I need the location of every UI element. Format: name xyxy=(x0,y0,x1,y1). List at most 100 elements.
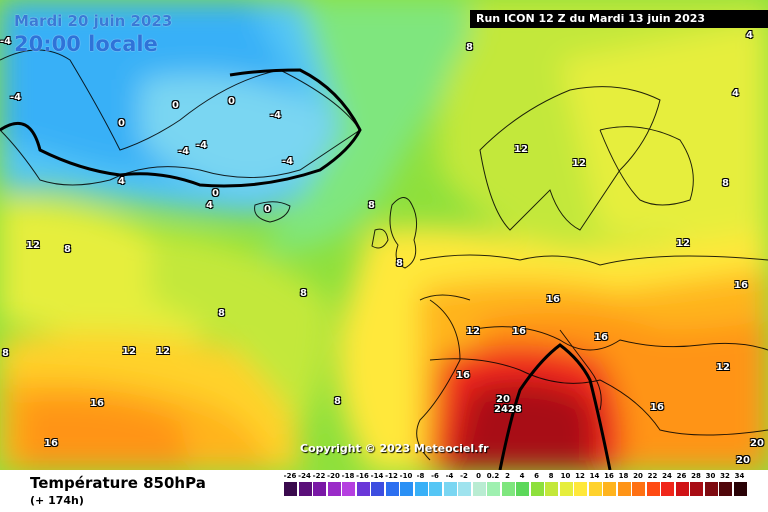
isotherm-label: 12 xyxy=(676,238,690,249)
forecast-lead-time: (+ 174h) xyxy=(30,494,84,507)
scale-swatch xyxy=(385,482,399,496)
isotherm-label: 16 xyxy=(456,370,470,381)
scale-swatch xyxy=(545,482,558,496)
isotherm-label: 0 xyxy=(212,188,219,199)
scale-tick-label: -6 xyxy=(431,472,439,480)
scale-swatch xyxy=(327,482,341,496)
scale-swatch xyxy=(356,482,370,496)
isotherm-label: 2428 xyxy=(494,404,522,415)
scale-swatch xyxy=(313,482,326,496)
scale-tick-label: -16 xyxy=(356,472,369,480)
isotherm-label: 12 xyxy=(572,158,586,169)
isotherm-lines xyxy=(0,68,612,470)
isotherm-label: -4 xyxy=(178,146,190,157)
isotherm-label: 0 xyxy=(264,204,271,215)
isotherm-label: -4 xyxy=(270,110,282,121)
forecast-date: Mardi 20 juin 2023 xyxy=(14,12,173,30)
isotherm-label: 20 xyxy=(736,455,750,466)
isotherm-label: 0 xyxy=(228,96,235,107)
forecast-local-time: 20:00 locale xyxy=(14,32,158,56)
model-run-label: Run ICON 12 Z du Mardi 13 juin 2023 xyxy=(470,10,768,28)
scale-tick-label: 30 xyxy=(705,472,716,480)
scale-tick-label: 10 xyxy=(560,472,571,480)
scale-tick-label: 0.2 xyxy=(486,472,500,480)
isotherm-label: 20 xyxy=(496,394,510,405)
isotherm-label: 4 xyxy=(206,200,213,211)
scale-swatch xyxy=(574,482,587,496)
isotherm-label: 4 xyxy=(746,30,753,41)
isotherm-label: 12 xyxy=(514,144,528,155)
isotherm-label: 4 xyxy=(118,176,125,187)
scale-tick-label: 22 xyxy=(647,472,658,480)
isotherm-label: -4 xyxy=(196,140,208,151)
parameter-title: Température 850hPa xyxy=(30,474,206,492)
isotherm-label: 16 xyxy=(734,280,748,291)
scale-tick-label: 8 xyxy=(548,472,554,480)
scale-tick-label: 0 xyxy=(476,472,481,480)
scale-tick-label: -12 xyxy=(385,472,398,480)
scale-tick-label: 34 xyxy=(734,472,745,480)
scale-tick-label: 16 xyxy=(604,472,614,480)
scale-tick-label: 6 xyxy=(534,472,539,480)
color-scale: -26 -24 -22 -20 -18 -16 -14 -12 -10 -8 -6 -4 -2 0 0.2 2… xyxy=(284,472,754,510)
map-canvas xyxy=(0,0,768,470)
scale-tick-label: -18 xyxy=(341,472,355,480)
isotherm-label: 8 xyxy=(64,244,71,255)
scale-swatch xyxy=(284,482,297,496)
scale-swatch xyxy=(617,482,631,496)
scale-tick-label: -26 xyxy=(283,472,297,480)
scale-swatch xyxy=(414,482,428,496)
scale-swatch xyxy=(690,482,703,496)
scale-swatch xyxy=(704,482,718,496)
isotherm-label: 0 xyxy=(118,118,125,129)
isotherm-label: 16 xyxy=(546,294,560,305)
scale-tick-label: -24 xyxy=(298,472,311,480)
scale-swatch xyxy=(632,482,645,496)
isotherm-label: 8 xyxy=(2,348,9,359)
isotherm-label: 16 xyxy=(90,398,104,409)
scale-tick-label: -10 xyxy=(399,472,413,480)
isotherm-label: -4 xyxy=(10,92,22,103)
scale-swatch xyxy=(646,482,660,496)
scale-swatch xyxy=(458,482,471,496)
legend-bar: Température 850hPa (+ 174h) -26 -24 -22 -2 0… xyxy=(0,470,768,512)
copyright-notice: Copyright © 2023 Meteociel.fr xyxy=(300,442,489,455)
isotherm-label: 12 xyxy=(122,346,136,357)
isotherm-label: 8 xyxy=(218,308,225,319)
isotherm-label: 20 xyxy=(750,438,764,449)
scale-swatch xyxy=(661,482,674,496)
scale-swatch xyxy=(429,482,442,496)
scale-swatch xyxy=(559,482,573,496)
isotherm-label: 8 xyxy=(334,396,341,407)
isotherm-label: 8 xyxy=(466,42,473,53)
scale-tick-label: 2 xyxy=(505,472,510,480)
scale-tick-label: -2 xyxy=(460,472,468,480)
isotherm-label: 12 xyxy=(156,346,170,357)
scale-tick-label: -22 xyxy=(312,472,326,480)
isotherm-label: -4 xyxy=(0,36,12,47)
isotherm-label: 16 xyxy=(650,402,664,413)
isotherm-label: 16 xyxy=(44,438,58,449)
scale-tick-label: 24 xyxy=(662,472,672,480)
isotherm-label: -4 xyxy=(282,156,294,167)
scale-swatch xyxy=(342,482,355,496)
isotherm-label: 16 xyxy=(512,326,526,337)
scale-swatch xyxy=(530,482,544,496)
isotherm-label: 12 xyxy=(466,326,480,337)
scale-tick-label: 32 xyxy=(720,472,730,480)
scale-swatch xyxy=(501,482,515,496)
scale-swatch xyxy=(298,482,312,496)
scale-tick-label: 12 xyxy=(575,472,585,480)
isotherm-label: 8 xyxy=(396,258,403,269)
isotherm-label: 12 xyxy=(26,240,40,251)
scale-tick-label: 26 xyxy=(676,472,687,480)
scale-swatch xyxy=(472,482,486,496)
scale-tick-label: -4 xyxy=(445,472,454,480)
isotherm-label: 8 xyxy=(368,200,375,211)
scale-swatch xyxy=(443,482,457,496)
scale-swatch xyxy=(588,482,602,496)
scale-tick-label: 28 xyxy=(691,472,701,480)
isotherm-label: 12 xyxy=(716,362,730,373)
isotherm-label: 8 xyxy=(722,178,729,189)
isotherm-label: 0 xyxy=(172,100,179,111)
